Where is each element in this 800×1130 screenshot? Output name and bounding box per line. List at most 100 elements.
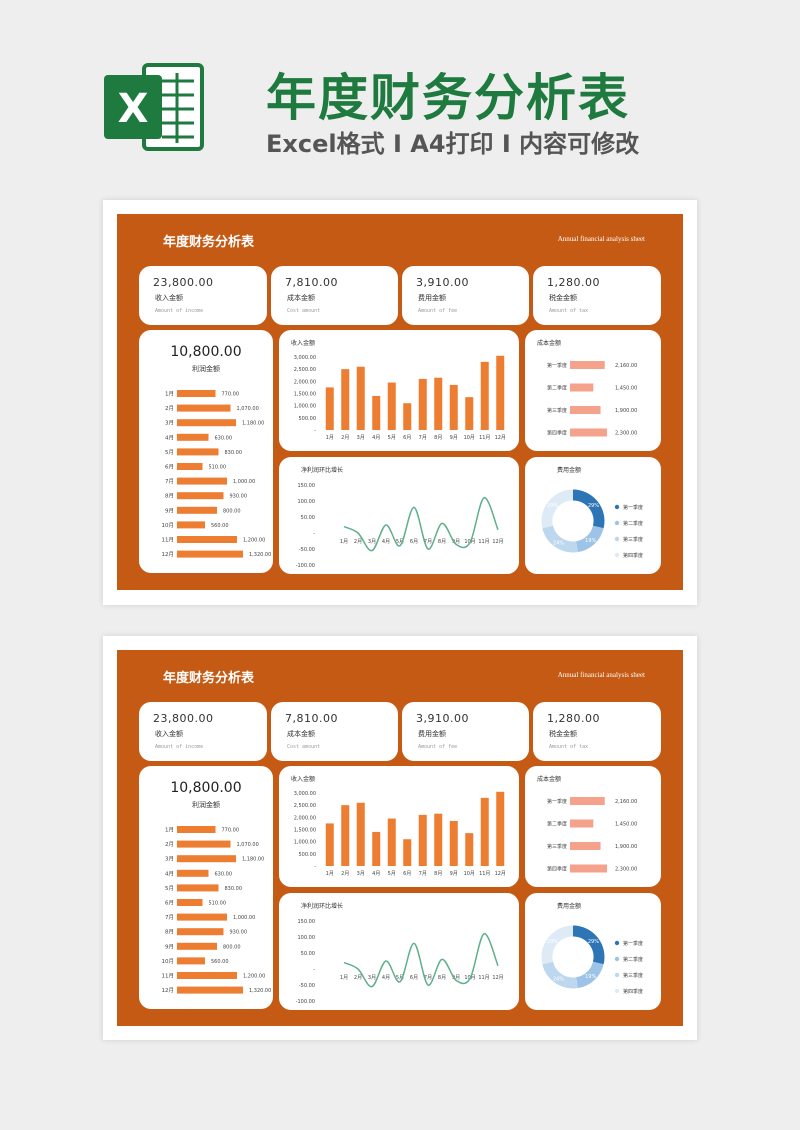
cost-bar-chart: 第一季度 2,160.00 第二季度 1,450.00 第三季度 1,900.00 第四季度… — [547, 797, 637, 873]
income-x-tick-label: 10月 — [464, 435, 475, 441]
fee-legend-label: 第一季度 — [623, 940, 643, 947]
fee-donut-slice — [572, 925, 605, 965]
fee-legend-marker — [614, 504, 620, 510]
income-x-tick-label: 1月 — [326, 871, 334, 877]
fee-slice-label: 29% — [588, 503, 599, 509]
income-bar — [496, 791, 505, 866]
profit-category-label: 11月 — [162, 537, 175, 544]
profit-category-label: 6月 — [165, 464, 174, 471]
income-y-tick-label: 3,000.00 — [294, 791, 316, 797]
cost-bar — [570, 383, 594, 392]
profit-data-label: 1,180.00 — [242, 421, 264, 427]
growth-x-tick-label: 9月 — [452, 539, 460, 545]
growth-y-tick-label: 50.00 — [301, 515, 315, 521]
fee-chart-title: 费用金额 — [557, 467, 582, 474]
income-bar — [496, 355, 505, 430]
growth-x-tick-label: 5月 — [396, 539, 404, 545]
profit-bar — [177, 942, 217, 950]
kpi-en-label: Amount of tax — [549, 744, 589, 750]
income-y-tick-label: 500.00 — [299, 852, 317, 858]
profit-bar — [177, 913, 227, 921]
profit-bar — [177, 986, 243, 994]
growth-x-tick-label: 2月 — [354, 975, 362, 981]
growth-x-tick-label: 5月 — [396, 975, 404, 981]
cost-data-label: 1,900.00 — [615, 408, 637, 414]
kpi-value: 23,800.00 — [153, 276, 214, 289]
income-card: 收入金额 3,000.00 2,500.00 2,000.00 1,500.00 1,0… — [279, 766, 519, 887]
sheet-title: 年度财务分析表 — [163, 235, 255, 250]
profit-bar — [177, 899, 203, 906]
cost-category-label: 第一季度 — [547, 362, 567, 369]
cost-bar-chart: 第一季度 2,160.00 第二季度 1,450.00 第三季度 1,900.00 第四季度… — [547, 361, 637, 437]
profit-category-label: 3月 — [165, 856, 174, 863]
fee-slice-label: 29% — [547, 939, 558, 945]
kpi-value: 1,280.00 — [547, 712, 600, 725]
kpi-label: 税金金额 — [549, 294, 577, 302]
income-x-tick-label: 1月 — [326, 435, 334, 441]
income-x-tick-label: 12月 — [495, 871, 506, 877]
profit-category-label: 2月 — [165, 841, 174, 848]
fee-legend-marker — [614, 956, 620, 962]
cost-category-label: 第三季度 — [547, 843, 567, 850]
kpi-label: 费用金额 — [418, 730, 446, 738]
cost-data-label: 2,300.00 — [615, 431, 637, 437]
profit-data-label: 800.00 — [223, 944, 241, 950]
income-y-tick-label: 2,000.00 — [294, 379, 316, 385]
kpi-label: 费用金额 — [418, 294, 446, 302]
kpi-label: 收入金额 — [155, 730, 183, 738]
income-bar — [449, 384, 458, 430]
profit-bar — [177, 404, 231, 412]
growth-x-tick-label: 4月 — [382, 975, 390, 981]
fee-legend-marker — [614, 536, 620, 542]
profit-data-label: 770.00 — [222, 828, 240, 834]
income-bar — [418, 814, 427, 866]
page-title: 年度财务分析表 — [266, 69, 630, 127]
income-bar — [418, 378, 427, 430]
income-bar — [403, 403, 412, 430]
sheet-preview-1: 年度财务分析表 Annual financial analysis sheet … — [103, 200, 697, 605]
profit-bar — [177, 550, 243, 558]
growth-x-tick-label: 11月 — [478, 975, 489, 981]
income-y-tick-label: 500.00 — [299, 416, 317, 422]
profit-data-label: 930.00 — [230, 930, 248, 936]
kpi-en-label: Amount of fee — [418, 308, 458, 314]
growth-x-tick-label: 6月 — [410, 539, 418, 545]
page-subtitle: Excel格式 I A4打印 I 内容可修改 — [266, 130, 640, 158]
profit-category-label: 11月 — [162, 973, 175, 980]
sheet-title: 年度财务分析表 — [163, 671, 255, 686]
profit-value: 10,800.00 — [170, 344, 242, 360]
growth-x-tick-label: 3月 — [368, 975, 376, 981]
profit-category-label: 5月 — [165, 885, 174, 892]
fee-legend-marker — [614, 972, 620, 978]
fee-legend-marker — [614, 940, 620, 946]
profit-data-label: 630.00 — [215, 435, 233, 441]
fee-donut-slice — [575, 961, 604, 989]
income-chart-title: 收入金额 — [291, 776, 316, 783]
profit-bar — [177, 826, 216, 833]
cost-bar — [570, 428, 607, 437]
profit-label: 利润金额 — [192, 365, 220, 373]
profit-data-label: 930.00 — [230, 494, 248, 500]
growth-y-tick-label: -50.00 — [299, 983, 315, 989]
cost-category-label: 第二季度 — [547, 821, 567, 828]
profit-category-label: 8月 — [165, 493, 174, 500]
profit-data-label: 1,320.00 — [249, 552, 271, 558]
income-bar — [480, 797, 489, 866]
growth-x-tick-label: 11月 — [478, 539, 489, 545]
profit-bar — [177, 463, 203, 470]
growth-y-tick-label: 100.00 — [298, 935, 316, 941]
kpi-fee-card: 3,910.00 费用金额 Amount of fee — [402, 266, 529, 325]
income-x-tick-label: 11月 — [479, 871, 490, 877]
kpi-value: 7,810.00 — [285, 276, 338, 289]
income-x-tick-label: 4月 — [372, 435, 380, 441]
fee-slice-label: 24% — [553, 977, 564, 983]
kpi-tax-card: 1,280.00 税金金额 Amount of tax — [533, 266, 661, 325]
profit-bar — [177, 390, 216, 397]
kpi-cost-card: 7,810.00 成本金额 Cost amount — [271, 702, 398, 761]
fee-slice-label: 19% — [585, 538, 596, 544]
profit-data-label: 630.00 — [215, 871, 233, 877]
growth-x-tick-label: 9月 — [452, 975, 460, 981]
income-bar — [372, 395, 381, 430]
kpi-value: 1,280.00 — [547, 276, 600, 289]
